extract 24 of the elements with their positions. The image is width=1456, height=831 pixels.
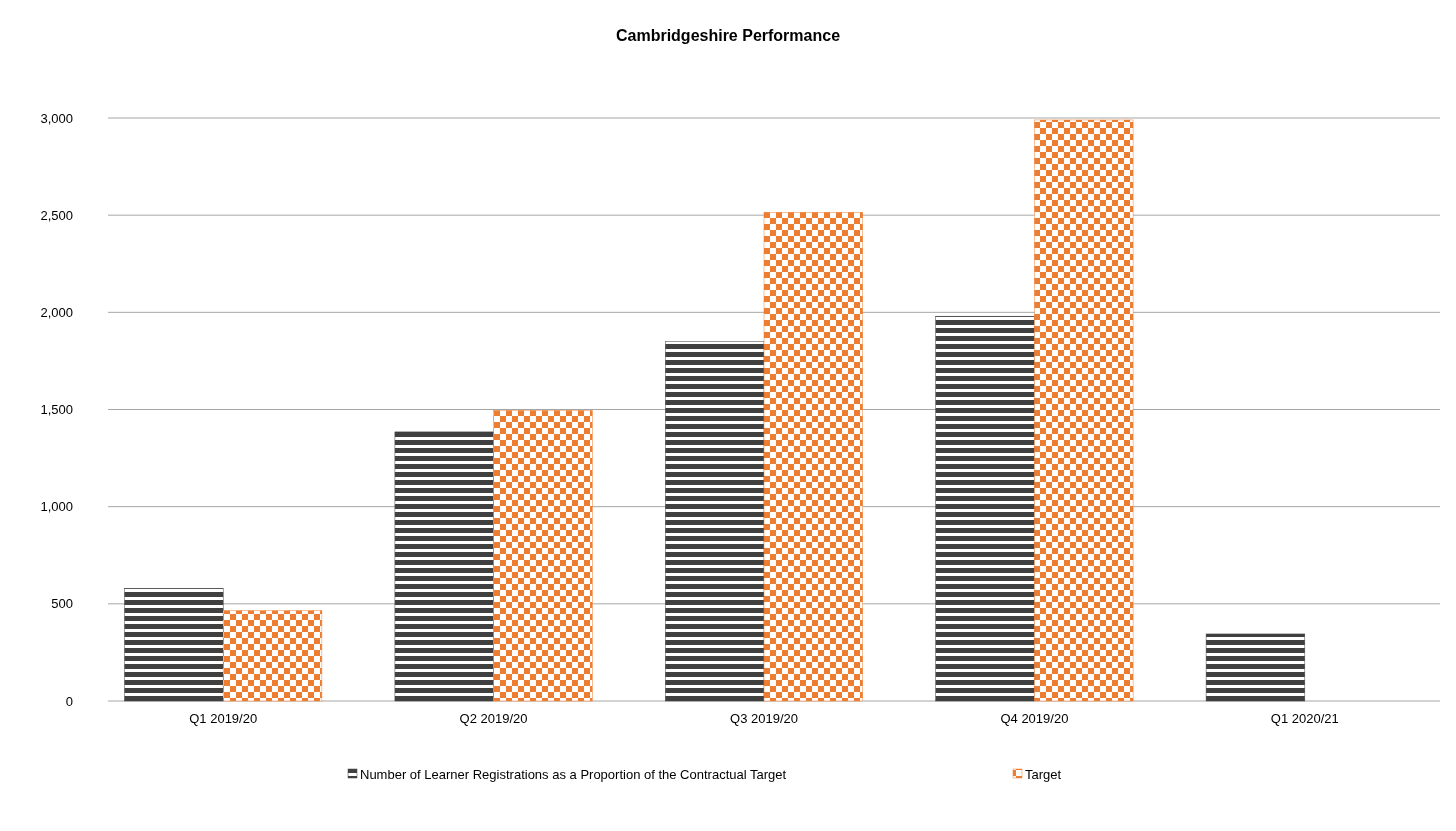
y-tick-label: 2,500 [40,207,73,223]
x-tick-label: Q1 2020/21 [1270,711,1339,726]
chart-title: Cambridgeshire Performance [615,27,841,44]
x-tick-label: Q4 2019/20 [1000,711,1069,726]
x-tick-label: Q2 2019/20 [459,711,528,726]
y-tick-label: 1,500 [40,402,73,418]
bar [1034,119,1134,702]
bar [935,315,1035,702]
bar [763,212,863,702]
y-tick-label: 2,000 [40,304,73,320]
y-tick-label: 500 [51,596,73,612]
y-tick-label: 3,000 [40,110,73,126]
y-tick-label: 1,000 [40,499,73,515]
legend-label: Number of Learner Registrations as a Proportion of the Contractual Target [360,766,787,782]
bar [222,610,323,702]
bar [124,588,224,702]
x-tick-label: Q1 2019/20 [189,711,258,726]
bar [665,341,765,702]
legend-label: Target [1025,766,1062,782]
x-tick-label: Q3 2019/20 [730,711,798,726]
bar [394,431,494,702]
bar [1205,633,1306,702]
y-tick-label: 0 [65,693,73,709]
bar [493,410,593,702]
